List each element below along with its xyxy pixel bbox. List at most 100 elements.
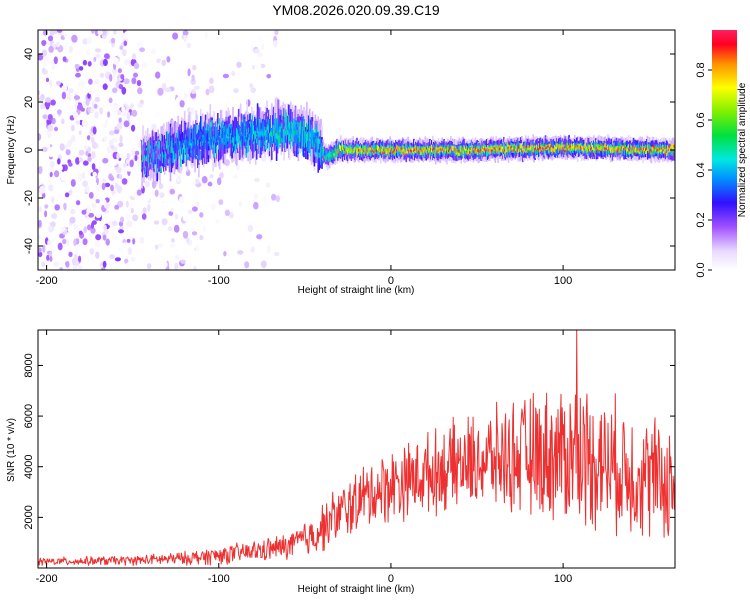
noise-cell (101, 178, 107, 183)
noise-cell (114, 204, 120, 210)
noise-cell (136, 41, 143, 50)
ridge-cell (446, 150, 448, 154)
ridge-cell (194, 134, 196, 140)
noise-cell (42, 244, 46, 253)
noise-cell (60, 173, 67, 182)
ridge-cell (628, 149, 631, 155)
ridge-cell (254, 132, 257, 138)
ridge-cell (426, 149, 428, 155)
ridge-cell (482, 146, 484, 149)
ridge-cell (477, 150, 479, 155)
ridge-cell (557, 144, 560, 148)
noise-cell (102, 83, 108, 90)
ridge-cell (476, 146, 479, 152)
ridge-cell (178, 142, 180, 148)
ridge-cell (340, 148, 342, 158)
ridge-cell (344, 151, 347, 154)
ridge-cell (504, 144, 506, 154)
noise-cell (127, 247, 132, 255)
ridge-cell (253, 131, 255, 142)
ridge-cell (335, 151, 337, 157)
ridge-cell (666, 145, 669, 151)
noise-cell (160, 203, 166, 209)
noise-cell (114, 257, 121, 262)
ridge-cell (468, 143, 471, 153)
noise-cell (38, 251, 43, 258)
ridge-cell (142, 147, 144, 158)
noise-cell (157, 87, 164, 96)
ridge-cell (348, 148, 351, 151)
ridge-cell (601, 150, 604, 153)
ridge-cell (143, 148, 145, 159)
ridge-cell (262, 121, 265, 132)
ridge-cell (527, 145, 530, 148)
noise-cell (91, 151, 96, 159)
ridge-cell (346, 146, 349, 150)
ridge-cell (444, 146, 446, 157)
ridge-cell (591, 146, 593, 150)
ridge-cell (334, 151, 337, 157)
noise-cell (121, 178, 128, 185)
ridge-cell (347, 150, 350, 154)
ridge-cell (545, 146, 548, 150)
noise-cell (189, 64, 194, 71)
ridge-cell (565, 142, 568, 152)
noise-cell (174, 262, 179, 270)
ridge-cell (199, 141, 201, 161)
ridge-cell (176, 145, 178, 151)
ridge-cell (599, 144, 602, 150)
ridge-cell (234, 130, 236, 141)
ridge-cell (225, 143, 228, 149)
noise-cell (99, 72, 105, 79)
ridge-cell (512, 145, 515, 150)
noise-cell (166, 56, 171, 63)
noise-cell (106, 146, 112, 154)
ridge-cell (272, 124, 274, 143)
noise-cell (111, 169, 117, 176)
ridge-cell (414, 150, 417, 153)
noise-cell (53, 56, 58, 65)
ridge-cell (548, 143, 551, 153)
ridge-cell (553, 146, 555, 152)
noise-cell (116, 109, 122, 116)
noise-cell (131, 109, 138, 117)
ridge-cell (172, 137, 175, 148)
ridge-cell (405, 143, 408, 149)
noise-cell (161, 82, 167, 91)
ridge-cell (393, 144, 395, 154)
noise-cell (82, 253, 88, 258)
ridge-cell (395, 149, 397, 155)
colorbar-label: Normalized spectral amplitude (737, 82, 748, 217)
noise-cell (107, 221, 112, 226)
noise-cell (165, 87, 171, 93)
noise-cell (113, 30, 117, 35)
ridge-cell (511, 143, 514, 153)
noise-cell (91, 163, 96, 171)
ridge-cell (571, 143, 573, 149)
ridge-cell (387, 145, 390, 148)
noise-cell (130, 179, 135, 186)
ridge-cell (447, 145, 449, 148)
ridge-cell (193, 141, 195, 147)
ridge-cell (183, 142, 186, 161)
ridge-cell (236, 124, 238, 143)
ridge-cell (471, 145, 474, 150)
noise-cell (154, 189, 159, 197)
ridge-cell (647, 149, 650, 152)
noise-cell (260, 260, 267, 269)
noise-cell (130, 103, 134, 109)
ridge-cell (338, 150, 340, 153)
noise-cell (102, 123, 108, 129)
ridge-cell (300, 131, 302, 142)
ridge-cell (538, 143, 540, 149)
ridge-cell (355, 146, 357, 150)
ridge-cell (325, 152, 327, 158)
ridge-cell (239, 103, 242, 146)
ridge-cell (281, 114, 283, 120)
ridge-cell (563, 146, 566, 149)
ridge-cell (465, 148, 467, 152)
noise-cell (67, 139, 73, 146)
ridge-cell (558, 144, 561, 150)
noise-cell (135, 134, 139, 142)
spectrogram-xtick-label: -100 (208, 275, 230, 287)
